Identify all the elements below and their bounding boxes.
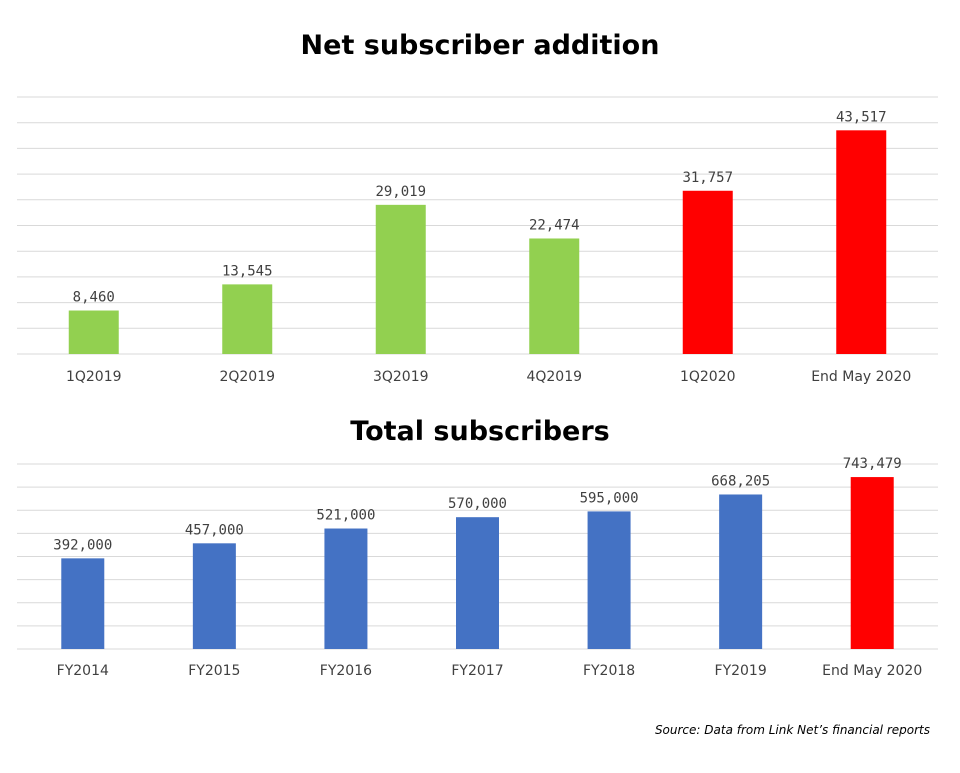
total-subscribers-bar bbox=[456, 517, 499, 649]
total-subscribers-value-label: 743,479 bbox=[843, 456, 902, 472]
net-additions-value-label: 31,757 bbox=[682, 170, 733, 186]
total-subscribers-value-label: 457,000 bbox=[185, 522, 244, 538]
total-subscribers-category-label: FY2014 bbox=[57, 663, 109, 679]
total-subscribers-category-label: FY2019 bbox=[715, 663, 767, 679]
total-subscribers-bar bbox=[850, 477, 894, 649]
net-additions-value-label: 13,545 bbox=[222, 263, 273, 279]
net-additions-bar bbox=[222, 284, 273, 354]
chart-title: Net subscriber addition bbox=[300, 30, 660, 61]
total-subscribers-bar bbox=[587, 511, 631, 649]
total-subscribers-bar bbox=[324, 528, 368, 649]
chart-title: Total subscribers bbox=[350, 416, 610, 447]
source-note: Source: Data from Link Net’s financial r… bbox=[654, 723, 930, 737]
total-subscribers-value-label: 521,000 bbox=[316, 508, 375, 524]
total-subscribers-category-label: FY2017 bbox=[451, 663, 503, 679]
net-additions-bar bbox=[68, 310, 119, 354]
net-additions-category-label: 2Q2019 bbox=[219, 369, 275, 385]
net-additions-value-label: 8,460 bbox=[73, 290, 115, 306]
net-additions-category-label: 1Q2020 bbox=[680, 369, 736, 385]
total-subscribers-category-label: FY2015 bbox=[188, 663, 240, 679]
net-additions-value-label: 22,474 bbox=[529, 217, 580, 233]
net-additions-value-label: 29,019 bbox=[375, 184, 426, 200]
total-subscribers-value-label: 392,000 bbox=[53, 537, 112, 553]
total-subscribers-value-label: 668,205 bbox=[711, 473, 770, 489]
net-additions-category-label: 3Q2019 bbox=[373, 369, 429, 385]
net-additions-bar bbox=[529, 238, 580, 354]
total-subscribers-bar bbox=[61, 558, 105, 649]
net-additions-bar bbox=[836, 130, 887, 354]
total-subscribers-bar bbox=[719, 494, 763, 649]
net-additions-bar bbox=[375, 204, 426, 354]
total-subscribers-value-label: 595,000 bbox=[580, 490, 639, 506]
net-additions-category-label: End May 2020 bbox=[811, 369, 911, 385]
total-subscribers-category-label: End May 2020 bbox=[822, 663, 922, 679]
total-subscribers-category-label: FY2018 bbox=[583, 663, 635, 679]
total-subscribers-category-label: FY2016 bbox=[320, 663, 372, 679]
total-subscribers-value-label: 570,000 bbox=[448, 496, 507, 512]
net-additions-category-label: 4Q2019 bbox=[526, 369, 582, 385]
net-additions-bar bbox=[682, 190, 733, 354]
net-additions-category-label: 1Q2019 bbox=[66, 369, 122, 385]
total-subscribers-bar bbox=[192, 543, 236, 649]
net-additions-value-label: 43,517 bbox=[836, 109, 887, 125]
